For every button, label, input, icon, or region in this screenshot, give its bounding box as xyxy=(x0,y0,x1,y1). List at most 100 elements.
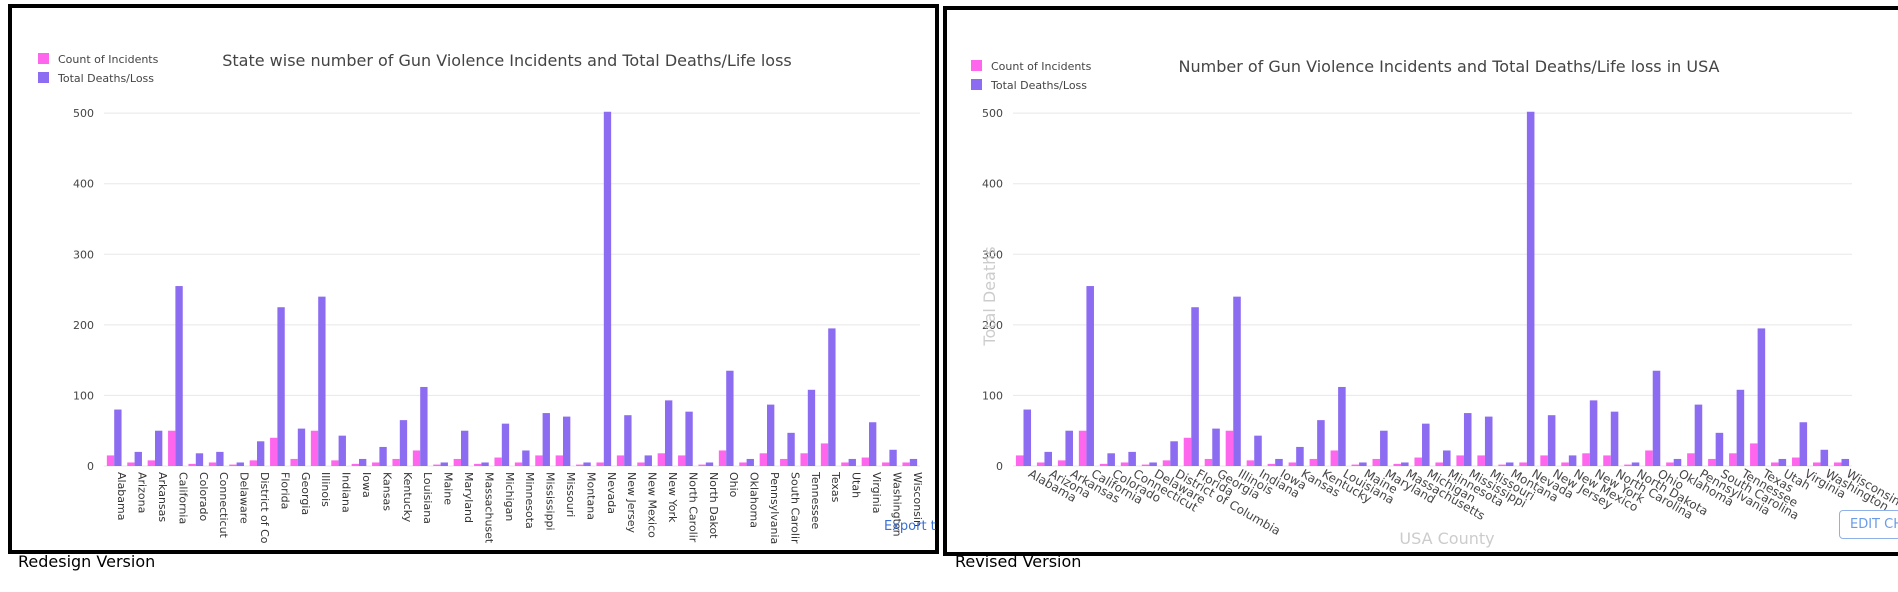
bar-deaths xyxy=(1296,446,1304,466)
bar-deaths xyxy=(1338,386,1346,466)
bar-deaths xyxy=(665,400,673,466)
y-tick-label: 0 xyxy=(87,460,94,473)
bar-deaths xyxy=(1170,441,1178,466)
bar-incidents xyxy=(1414,457,1423,466)
bar-deaths xyxy=(1422,423,1430,466)
bar-deaths xyxy=(644,455,652,466)
bar-incidents xyxy=(1183,437,1192,466)
bar-incidents xyxy=(106,455,115,466)
bar-deaths xyxy=(1359,462,1367,466)
x-tick-label: Arkansas xyxy=(156,472,169,522)
x-tick-label: Mississippi xyxy=(544,472,557,531)
bar-deaths xyxy=(1568,455,1577,466)
bar-deaths xyxy=(1841,458,1850,466)
bar-incidents xyxy=(1540,455,1548,466)
x-tick-label: Illinois xyxy=(319,472,332,507)
bar-deaths xyxy=(155,430,163,466)
bar-incidents xyxy=(800,453,808,466)
x-tick-label: Montana xyxy=(584,472,597,520)
bar-incidents xyxy=(1435,462,1443,466)
bar-deaths xyxy=(257,441,265,466)
chart-title: Number of Gun Violence Incidents and Tot… xyxy=(1179,57,1720,76)
x-tick-label: Kentucky xyxy=(401,472,414,523)
bar-deaths xyxy=(1463,413,1472,466)
bar-incidents xyxy=(188,463,196,466)
x-tick-label: Utah xyxy=(850,472,863,498)
bar-incidents xyxy=(351,463,359,466)
bar-deaths xyxy=(297,428,306,466)
bar-incidents xyxy=(1519,462,1527,466)
bar-incidents xyxy=(1666,462,1674,466)
bar-deaths xyxy=(195,453,204,466)
revised-chart-panel: Number of Gun Violence Incidents and Tot… xyxy=(943,6,1898,556)
legend-label-1: Total Deaths/Loss xyxy=(990,79,1087,92)
x-tick-label: Maryland xyxy=(462,472,475,523)
legend-label-0: Count of Incidents xyxy=(991,60,1092,73)
bar-deaths xyxy=(522,450,530,466)
bar-deaths xyxy=(1044,451,1053,466)
legend-label-1: Total Deaths/Loss xyxy=(57,72,154,85)
bar-deaths xyxy=(1610,411,1619,466)
y-tick-label: 0 xyxy=(996,460,1003,473)
bar-deaths xyxy=(1086,286,1094,466)
y-tick-label: 500 xyxy=(982,107,1003,120)
legend-swatch-0 xyxy=(38,53,49,64)
bar-incidents xyxy=(678,455,686,466)
bar-deaths xyxy=(1128,451,1136,466)
y-tick-label: 400 xyxy=(982,178,1003,191)
x-tick-label: Colorado xyxy=(197,472,210,521)
bar-incidents xyxy=(310,430,319,466)
bar-deaths xyxy=(338,435,346,466)
bar-incidents xyxy=(555,455,563,466)
bar-incidents xyxy=(229,464,237,466)
bar-incidents xyxy=(1057,460,1066,466)
x-tick-label: Massachuset xyxy=(482,472,495,544)
bar-deaths xyxy=(1191,307,1199,466)
bar-deaths xyxy=(1442,450,1451,466)
bar-deaths xyxy=(114,409,122,466)
bar-deaths xyxy=(603,111,612,467)
bar-incidents xyxy=(1078,430,1087,466)
bar-incidents xyxy=(270,437,278,466)
bar-incidents xyxy=(1456,455,1464,466)
bar-incidents xyxy=(1141,464,1150,466)
bar-incidents xyxy=(290,458,298,466)
bar-deaths xyxy=(726,370,734,466)
bar-incidents xyxy=(759,453,767,466)
bar-deaths xyxy=(1380,430,1388,466)
x-tick-label: Minnesota xyxy=(523,472,536,529)
bar-deaths xyxy=(1589,400,1598,466)
bar-incidents xyxy=(596,462,604,466)
bar-deaths xyxy=(359,458,367,466)
bar-incidents xyxy=(718,450,727,466)
x-tick-label: North Dakot xyxy=(707,472,720,539)
bar-incidents xyxy=(1477,455,1485,466)
bar-deaths xyxy=(420,386,428,466)
bar-deaths xyxy=(1694,404,1703,466)
y-tick-label: 300 xyxy=(982,248,1003,261)
edit-chart-button[interactable]: EDIT CH xyxy=(1839,510,1898,539)
export-link[interactable]: Export t xyxy=(884,519,936,534)
bar-incidents xyxy=(331,460,339,466)
bar-incidents xyxy=(1624,464,1632,466)
bar-incidents xyxy=(168,430,176,466)
bar-incidents xyxy=(1393,463,1402,466)
x-tick-label: Florida xyxy=(278,472,291,509)
bar-deaths xyxy=(318,296,326,466)
x-tick-label: Alabama xyxy=(115,472,128,521)
bar-incidents xyxy=(576,464,584,466)
bar-incidents xyxy=(1036,462,1045,466)
bar-incidents xyxy=(412,450,421,466)
bar-deaths xyxy=(1799,422,1808,466)
bar-deaths xyxy=(1212,428,1220,466)
revised-bar-chart: Number of Gun Violence Incidents and Tot… xyxy=(971,57,1898,548)
x-tick-label: North Carolir xyxy=(686,472,699,543)
x-tick-label: New Jersey xyxy=(625,472,638,534)
legend-label-0: Count of Incidents xyxy=(58,53,159,66)
legend-swatch-1 xyxy=(38,72,49,83)
bar-deaths xyxy=(1736,389,1745,466)
x-tick-label: New Mexico xyxy=(646,472,659,538)
x-tick-label: Louisiana xyxy=(421,472,434,524)
bar-deaths xyxy=(399,420,408,466)
bar-incidents xyxy=(1792,457,1800,466)
